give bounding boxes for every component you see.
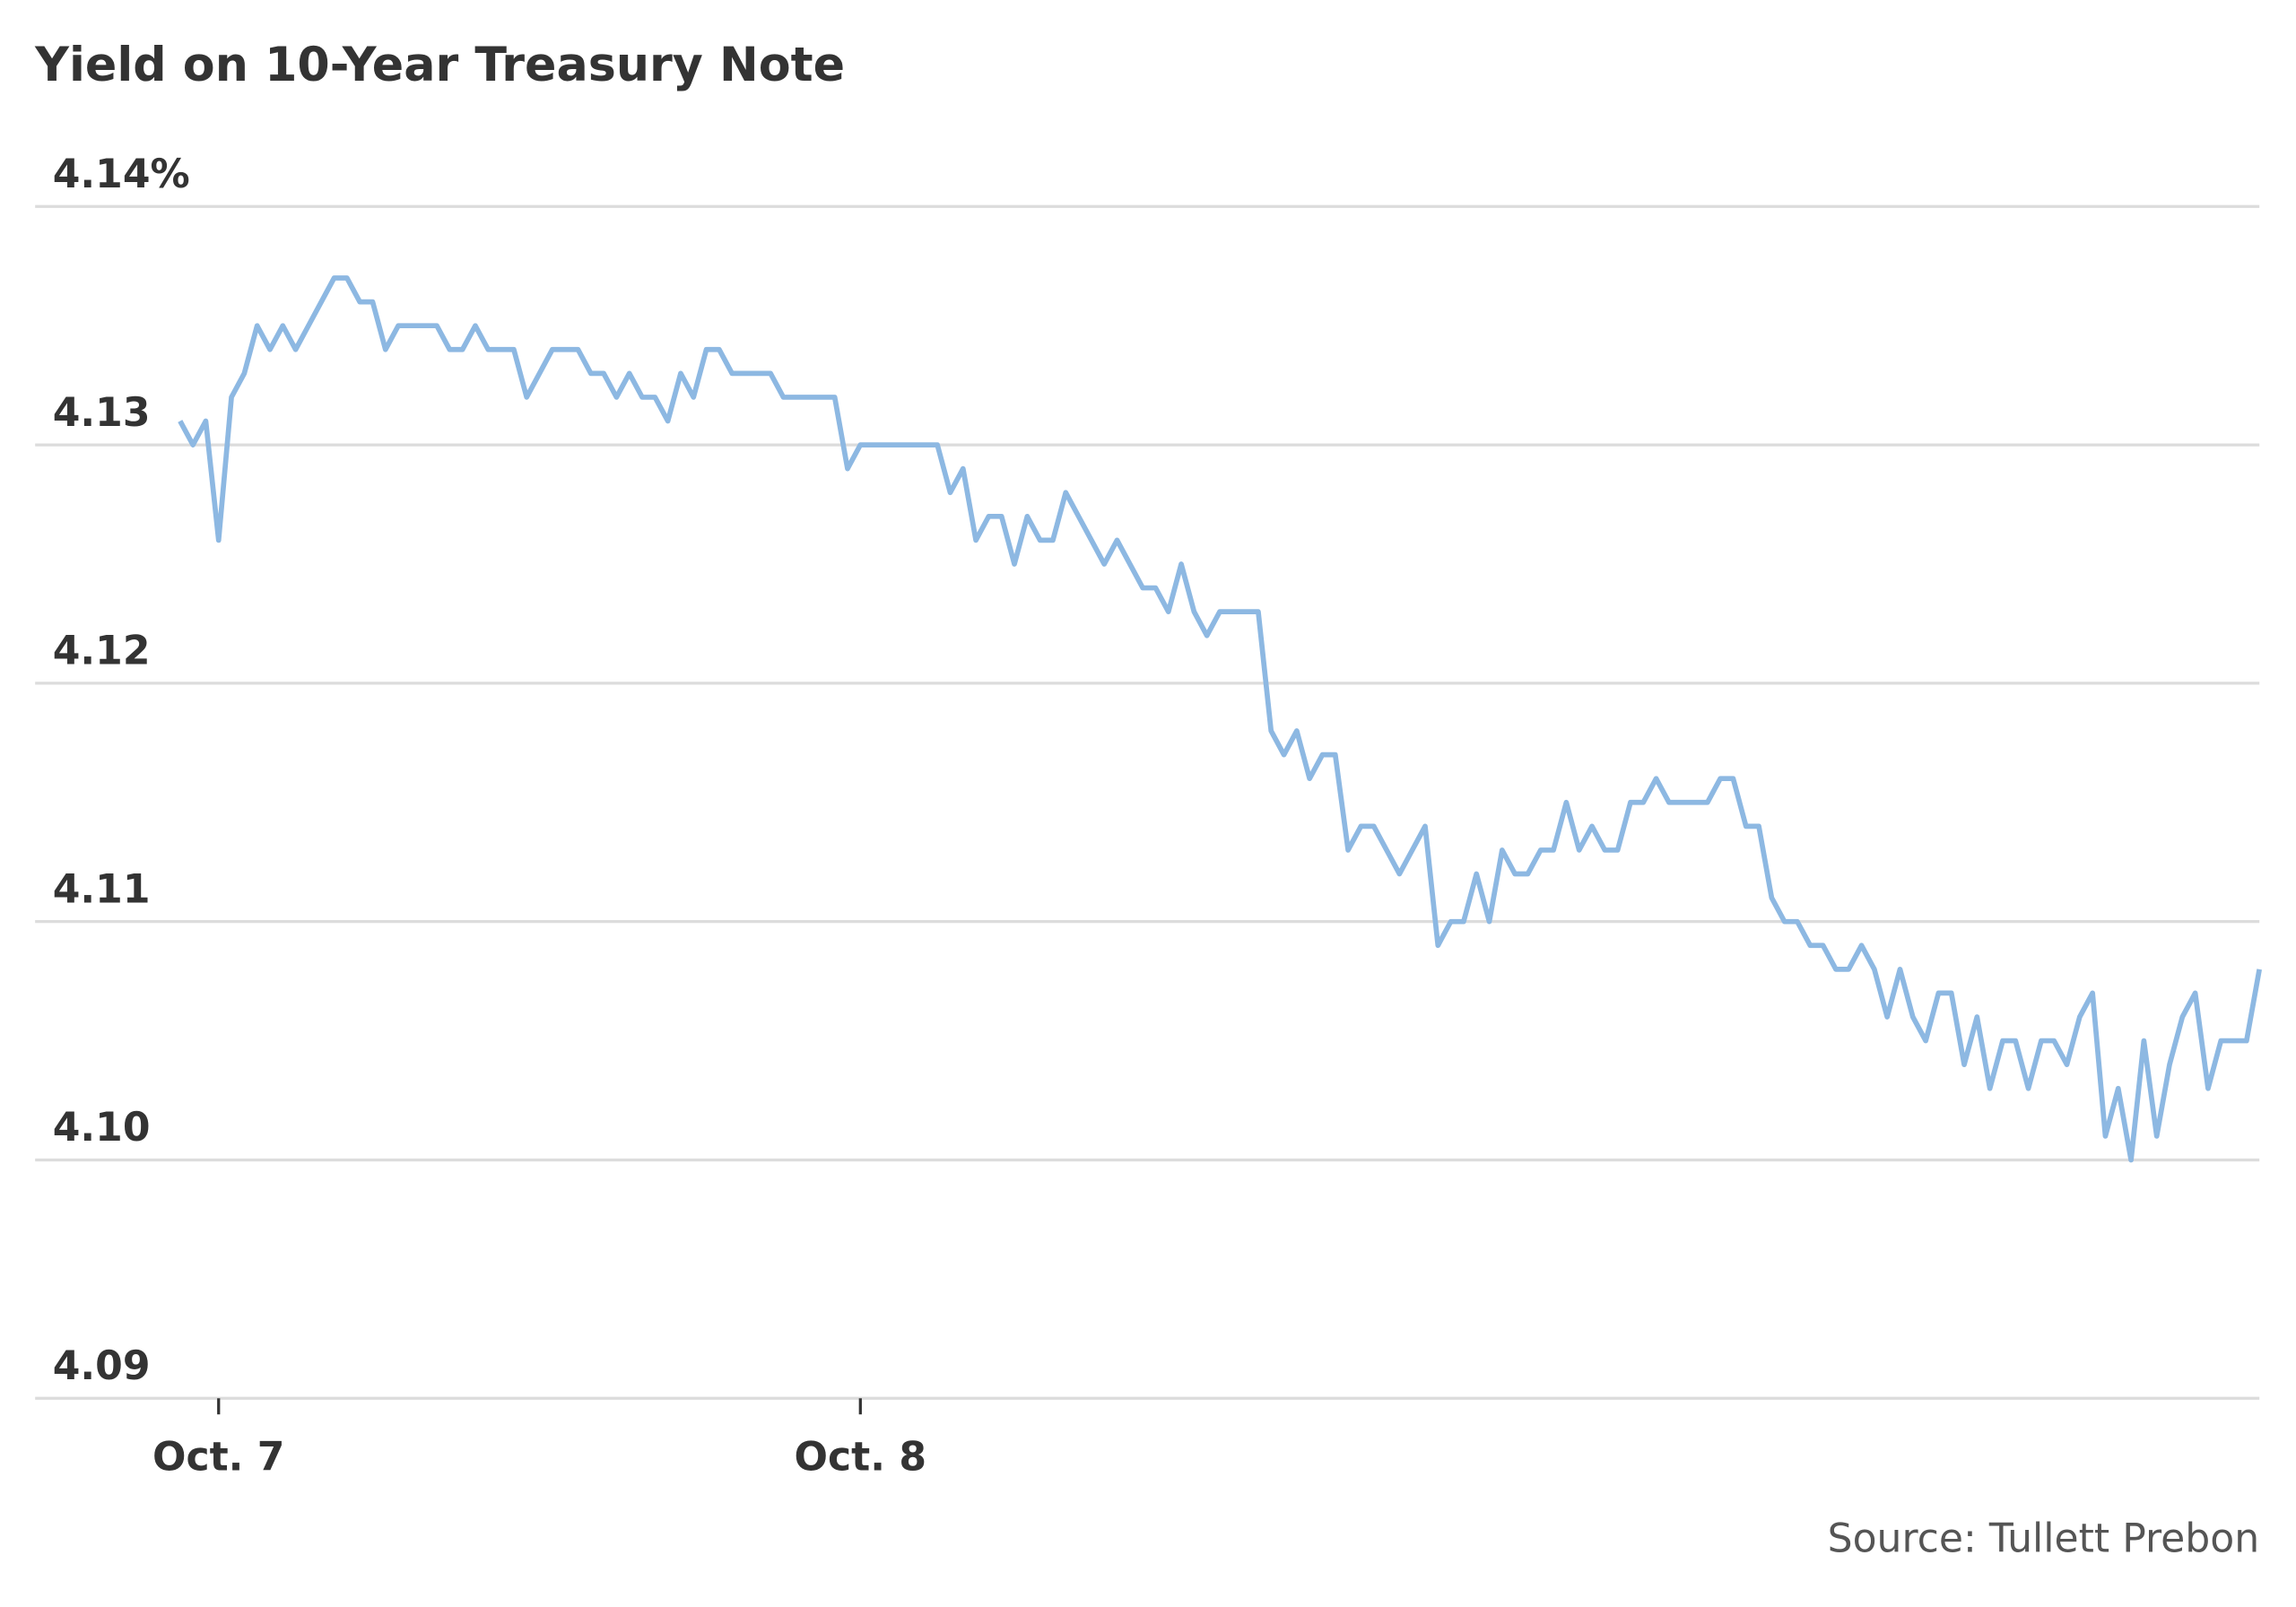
y-tick-label: 4.09 [53, 1343, 151, 1389]
y-tick-label: 4.13 [53, 390, 151, 436]
chart-title: Yield on 10-Year Treasury Note [34, 39, 845, 92]
yield-line [178, 275, 2262, 1163]
x-tick-label: Oct. 7 [152, 1434, 284, 1480]
y-tick-label: 4.14% [53, 152, 190, 197]
x-tick-label: Oct. 8 [795, 1434, 926, 1480]
y-tick-label: 4.12 [53, 629, 151, 674]
y-tick-label: 4.11 [53, 866, 151, 912]
source-note: Source: Tullett Prebon [1828, 1516, 2260, 1562]
y-tick-label: 4.10 [53, 1105, 151, 1151]
